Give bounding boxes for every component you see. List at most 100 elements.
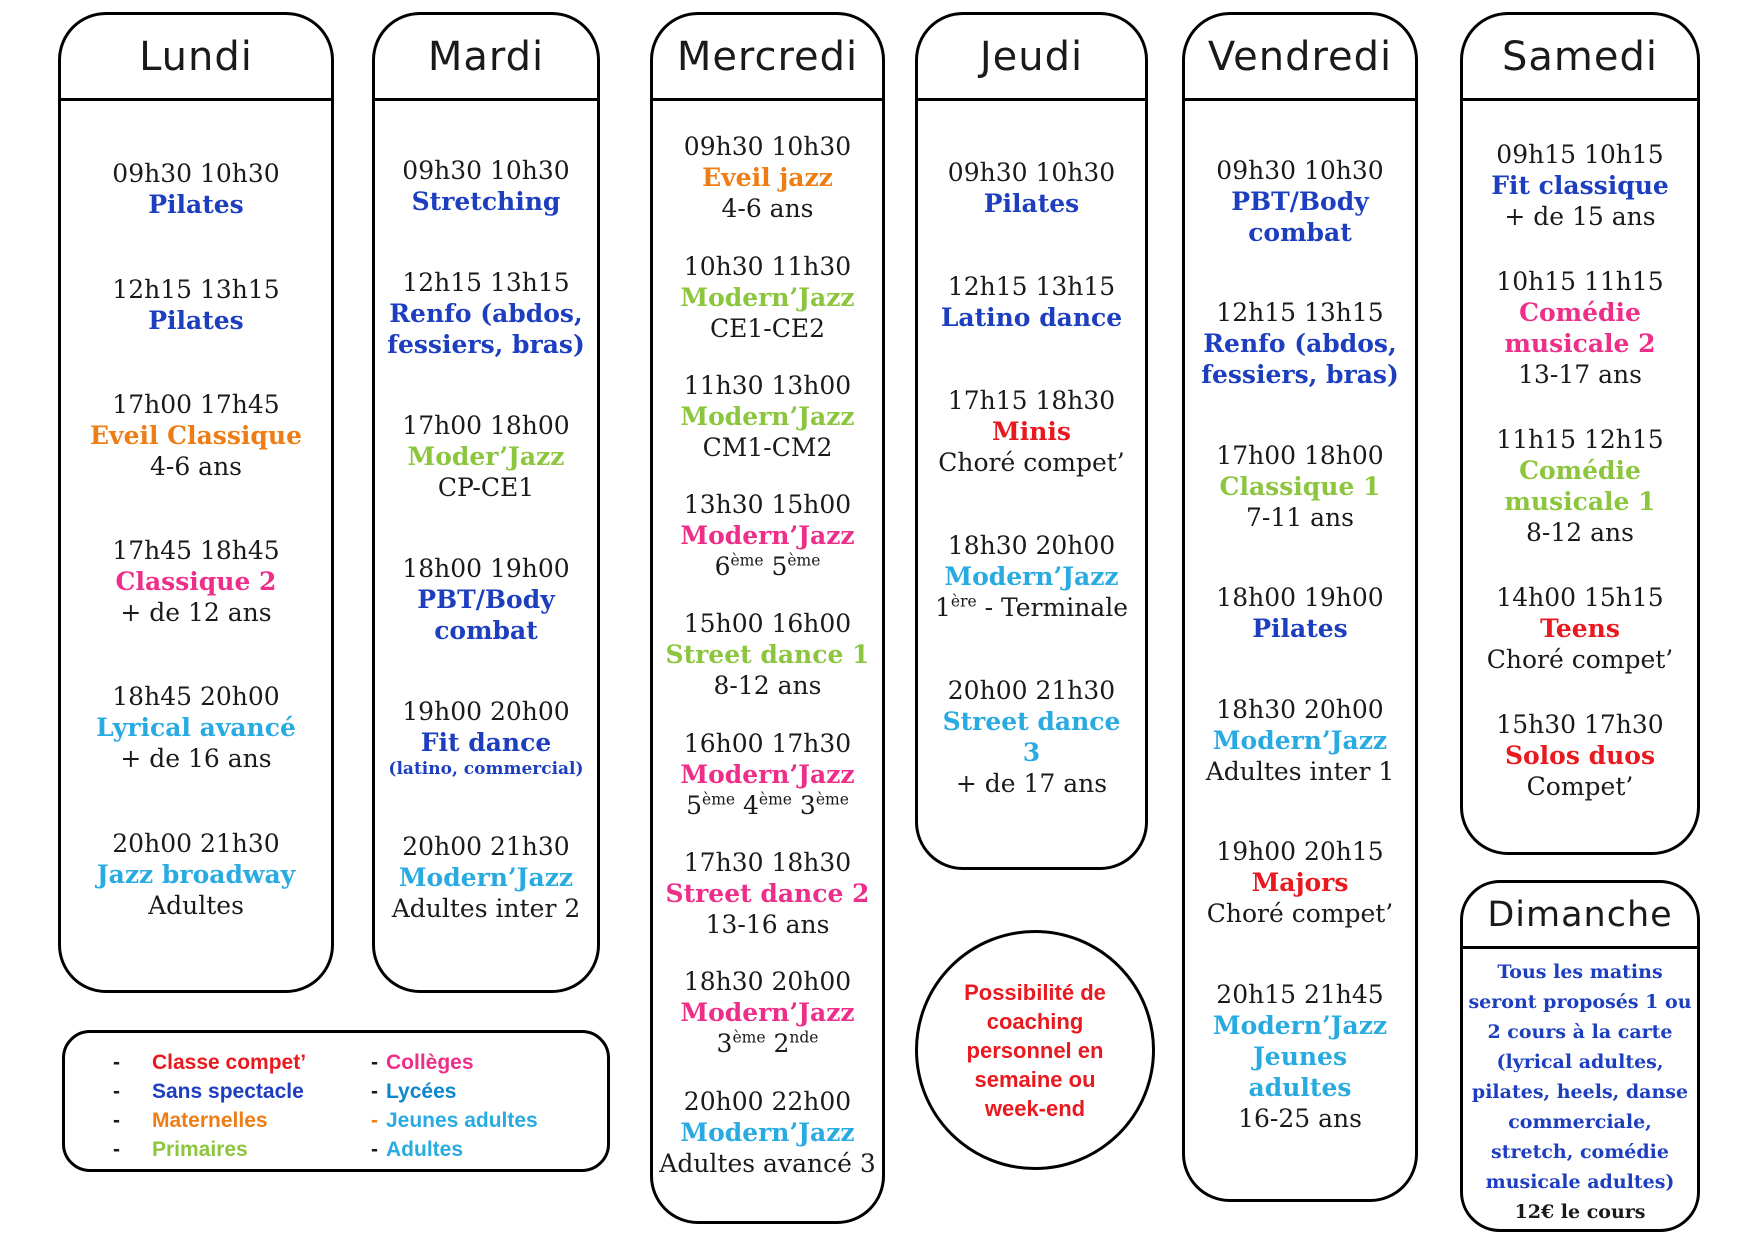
slot-audience: Choré compet’ <box>1486 645 1674 674</box>
class-slot: 18h30 20h00 Modern’Jazz 1ère - Terminale <box>935 530 1128 623</box>
legend-item: - Collèges <box>371 1048 538 1077</box>
slot-audience: + de 15 ans <box>1504 202 1656 231</box>
slot-class-name: PBT/Body <box>1231 186 1369 216</box>
slot-time: 16h00 17h30 <box>683 728 852 758</box>
day-slots: 09h30 10h30 Pilates 12h15 13h15 Latino danc… <box>918 101 1145 867</box>
slot-audience: 7-11 ans <box>1246 502 1354 532</box>
slot-class-name: (latino, commercial) <box>388 759 584 779</box>
class-slot: 12h15 13h15 Pilates <box>112 274 279 336</box>
sunday-note-line: seront proposés 1 ou <box>1468 991 1692 1013</box>
slot-time: 09h30 10h30 <box>112 159 280 189</box>
day-header-mardi: Mardi <box>375 15 597 101</box>
slot-class-name: 3 <box>1022 738 1041 767</box>
slot-time: 18h30 20h00 <box>1216 694 1384 724</box>
slot-time: 19h00 20h15 <box>1216 837 1384 866</box>
class-slot: 19h00 20h00 Fit dance (latino, commercial) <box>388 696 583 781</box>
slot-audience: CP-CE1 <box>437 473 535 502</box>
day-header-jeudi: Jeudi <box>918 15 1145 101</box>
class-slot: 13h30 15h00 Modern’Jazz 6ème 5ème <box>680 489 854 582</box>
sunday-note-line: stretch, comédie <box>1491 1141 1669 1163</box>
class-slot: 17h00 18h00 Moder’Jazz CP-CE1 <box>402 410 569 503</box>
day-title: Samedi <box>1502 33 1658 80</box>
legend-dash: - <box>113 1138 120 1161</box>
class-slot: 16h00 17h30 Modern’Jazz 5ème 4ème 3ème <box>680 728 854 821</box>
class-slot: 14h00 15h15 Teens Choré compet’ <box>1487 582 1674 675</box>
legend-label: Primaires <box>152 1138 248 1161</box>
slot-audience: Choré compet’ <box>938 448 1125 477</box>
slot-time: 18h00 19h00 <box>1216 583 1384 612</box>
legend-label: Classe compet’ <box>152 1051 307 1074</box>
slot-class-name: Minis <box>992 417 1071 446</box>
slot-class-name: Stretching <box>411 187 561 216</box>
class-slot: 20h15 21h45 Modern’Jazz Jeunes adultes 16-25… <box>1213 979 1387 1134</box>
class-slot: 09h30 10h30 Eveil jazz 4-6 ans <box>684 131 851 224</box>
slot-time: 20h00 22h00 <box>683 1086 852 1116</box>
day-title: Lundi <box>139 33 253 80</box>
slot-audience: 8-12 ans <box>1526 518 1634 547</box>
slot-time: 17h00 17h45 <box>112 389 280 419</box>
class-slot: 09h15 10h15 Fit classique + de 15 ans <box>1491 139 1669 232</box>
slot-audience: Adultes avancé 3 <box>659 1148 876 1178</box>
class-slot: 12h15 13h15 Renfo (abdos, fessiers, bras) <box>1201 297 1399 390</box>
class-slot: 17h00 18h00 Classique 1 7-11 ans <box>1216 440 1383 533</box>
slot-time: 18h00 19h00 <box>402 554 570 583</box>
day-title: Mercredi <box>676 33 859 80</box>
slot-class-name: Pilates <box>148 305 244 335</box>
slot-time: 12h15 13h15 <box>402 268 570 297</box>
slot-class-name: Comédie <box>1519 456 1641 485</box>
slot-time: 17h00 18h00 <box>1216 440 1384 470</box>
day-column-mercredi: Mercredi 09h30 10h30 Eveil jazz 4-6 ans 10h… <box>650 12 885 1224</box>
slot-class-name: fessiers, bras) <box>387 330 585 359</box>
coaching-note-line: coaching <box>986 1008 1084 1034</box>
slot-class-name: Pilates <box>1252 614 1348 643</box>
class-slot: 15h00 16h00 Street dance 1 8-12 ans <box>666 608 870 701</box>
slot-audience: + de 16 ans <box>120 744 272 774</box>
slot-class-name: Comédie <box>1519 298 1641 327</box>
coaching-note-line: Possibilité de <box>964 979 1106 1005</box>
slot-class-name: Modern’Jazz <box>944 562 1119 591</box>
class-slot: 11h15 12h15 Comédie musicale 1 8-12 ans <box>1496 424 1663 548</box>
day-title: Vendredi <box>1207 33 1393 80</box>
slot-class-name: Modern’Jazz <box>680 998 855 1028</box>
day-header-dimanche: Dimanche <box>1463 883 1697 949</box>
slot-time: 17h30 18h30 <box>683 848 852 878</box>
class-slot: 17h30 18h30 Street dance 2 13-16 ans <box>666 847 870 940</box>
slot-time: 11h15 12h15 <box>1496 425 1664 454</box>
class-slot: 15h30 17h30 Solos duos Compet’ <box>1496 709 1663 802</box>
sunday-note-line: Tous les matins <box>1497 961 1663 983</box>
sunday-note-line: pilates, heels, danse <box>1471 1081 1689 1103</box>
sunday-price: 12€ le cours <box>1514 1201 1646 1223</box>
day-column-samedi: Samedi 09h15 10h15 Fit classique + de 15 a… <box>1460 12 1700 855</box>
day-column-jeudi: Jeudi 09h30 10h30 Pilates 12h15 13h15 Latin… <box>915 12 1148 870</box>
slot-class-name: Modern’Jazz <box>680 1117 855 1147</box>
slot-class-name: Modern’Jazz <box>398 863 574 892</box>
class-slot: 18h00 19h00 Pilates <box>1216 582 1383 644</box>
slot-time: 09h30 10h30 <box>947 158 1116 187</box>
slot-time: 12h15 13h15 <box>112 274 280 304</box>
slot-class-name: Teens <box>1540 614 1620 643</box>
legend-label: Collèges <box>386 1051 474 1074</box>
slot-audience: 16-25 ans <box>1238 1103 1362 1133</box>
legend-item: - Adultes <box>371 1135 538 1164</box>
slot-audience: 6ème 5ème <box>714 551 821 582</box>
slot-class-name: PBT/Body <box>417 585 555 614</box>
slot-class-name: Eveil jazz <box>702 163 833 193</box>
slot-time: 09h30 10h30 <box>402 156 570 185</box>
slot-audience: + de 12 ans <box>120 598 272 628</box>
class-slot: 18h30 20h00 Modern’Jazz Adultes inter 1 <box>1206 694 1395 787</box>
day-slots: 09h30 10h30 Stretching 12h15 13h15 Renfo (a… <box>375 101 597 990</box>
day-column-lundi: Lundi 09h30 10h30 Pilates 12h15 13h15 Pilat… <box>58 12 334 993</box>
slot-time: 12h15 13h15 <box>1216 298 1384 327</box>
slot-audience: Adultes inter 1 <box>1205 756 1395 786</box>
slot-time: 17h15 18h30 <box>947 386 1116 415</box>
slot-class-name: Eveil Classique <box>90 420 302 450</box>
class-slot: 10h15 11h15 Comédie musicale 2 13-17 ans <box>1496 266 1663 390</box>
legend-dash: - <box>113 1080 120 1103</box>
slot-audience: Adultes inter 2 <box>391 894 581 923</box>
class-slot: 20h00 21h30 Jazz broadway Adultes <box>97 828 295 921</box>
slot-time: 09h30 10h30 <box>1216 155 1384 185</box>
day-slots: 09h30 10h30 Eveil jazz 4-6 ans 10h30 11h30 M… <box>653 101 882 1221</box>
legend-item: - Sans spectacle <box>113 1077 371 1106</box>
sunday-box: Dimanche Tous les matins seront proposés … <box>1460 880 1700 1232</box>
